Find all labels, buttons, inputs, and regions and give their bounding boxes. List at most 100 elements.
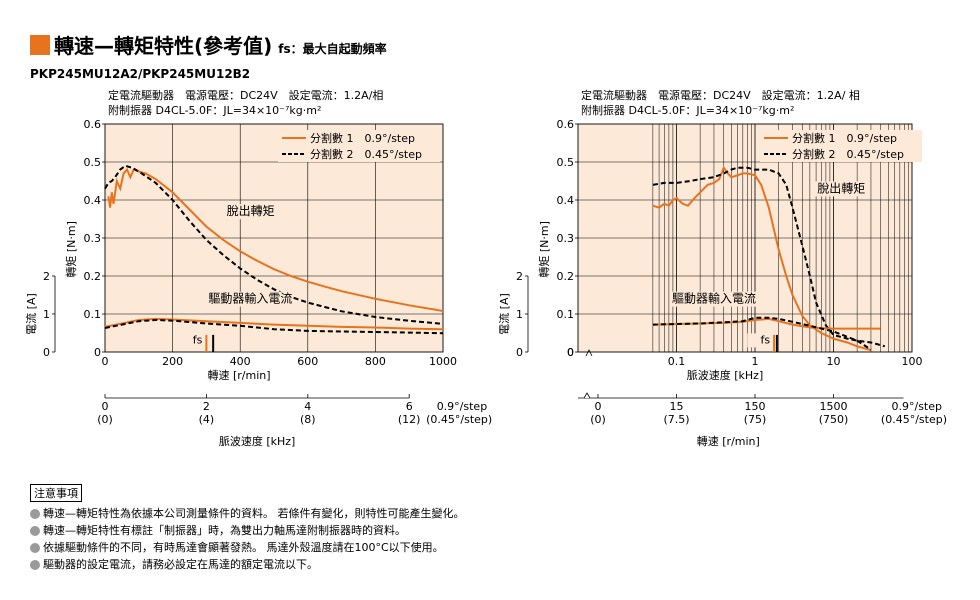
x2-tick-label-alt: (0) — [97, 413, 113, 426]
y-axis-label: 轉矩 [N·m] — [65, 221, 78, 278]
legend-label-series2: 分割數 2 0.45°/step — [792, 147, 904, 161]
y-tick-label: 0.6 — [84, 118, 102, 131]
y-tick-label: 0.5 — [84, 156, 102, 169]
note-item: 轉速—轉矩特性為依據本公司測量條件的資料。 若條件有變化，則特性可能產生變化。 — [30, 505, 465, 522]
note-item: 轉速—轉矩特性有標註「制振器」時，為雙出力軸馬達附制振器時的資料。 — [30, 522, 465, 539]
x-tick-label: 400 — [230, 355, 251, 368]
x-tick-label: 0 — [567, 346, 574, 359]
current-curve-series1 — [652, 317, 881, 330]
x-axis-label: 脈波速度 [kHz] — [687, 368, 764, 382]
x2-tick-label: 15 — [670, 400, 684, 413]
bullet-icon — [30, 508, 40, 519]
y-tick-label: 0.5 — [557, 156, 575, 169]
x2-tick-label: 1500 — [820, 400, 848, 413]
x-tick-label: 800 — [365, 355, 386, 368]
y-tick-label: 0.2 — [557, 270, 575, 283]
x-tick-label: 200 — [162, 355, 183, 368]
y2-axis-label: 電流 [A] — [497, 293, 511, 335]
annotation-pullout-torque: 脫出轉矩 — [227, 203, 275, 218]
y2-tick-label: 0 — [43, 346, 50, 359]
chart-conditions-line1: 定電流驅動器 電源電壓：DC24V 設定電流：1.2A/相 — [108, 88, 383, 102]
bullet-icon — [30, 559, 40, 570]
note-text: 驅動器的設定電流，請務必設定在馬達的額定電流以下。 — [43, 558, 318, 571]
x2-tick-label-alt: (7.5) — [663, 413, 689, 426]
x-tick-label: 10 — [827, 355, 841, 368]
note-item: 驅動器的設定電流，請務必設定在馬達的額定電流以下。 — [30, 556, 465, 573]
y-tick-label: 0.4 — [84, 194, 102, 207]
y2-tick-label: 2 — [43, 270, 50, 283]
y-tick-label: 0 — [567, 346, 574, 359]
x-tick-label: 0.1 — [668, 355, 686, 368]
y-tick-label: 0 — [94, 346, 101, 359]
x2-tick-label-alt: (750) — [819, 413, 849, 426]
legend-label-series1: 分割數 1 0.9°/step — [792, 131, 897, 145]
page-subtitle: fs：最大自起動頻率 — [278, 42, 387, 56]
note-text: 轉速—轉矩特性為依據本公司測量條件的資料。 若條件有變化，則特性可能產生變化。 — [43, 507, 465, 520]
legend-label-series1: 分割數 1 0.9°/step — [310, 131, 415, 145]
y2-tick-label: 1 — [43, 308, 50, 321]
x2-unit-label: 0.9°/step — [437, 400, 488, 413]
annotation-driver-current-bg — [672, 291, 756, 307]
chart-conditions-line1: 定電流驅動器 電源電壓：DC24V 設定電流：1.2A/ 相 — [581, 88, 860, 102]
note-item: 依據驅動條件的不同，有時馬達會顯著發熱。 馬達外殼溫度請在100°C以下使用。 — [30, 539, 465, 556]
x2-tick-label: 4 — [304, 400, 311, 413]
x2-tick-label-alt: (0) — [590, 413, 606, 426]
torque-curve-series1 — [107, 167, 444, 312]
x-tick-label: 1000 — [429, 355, 457, 368]
legend-background — [278, 130, 440, 162]
x2-tick-label: 0 — [102, 400, 109, 413]
y-tick-label: 0.3 — [84, 232, 102, 245]
y-tick-label: 0.6 — [557, 118, 575, 131]
chart-conditions-line2: 附制振器 D4CL-5.0F：JL=34×10⁻⁷kg·m² — [581, 103, 794, 117]
bullet-icon — [30, 542, 40, 553]
current-curve-series2 — [104, 318, 444, 335]
current-curve-series1 — [104, 317, 444, 331]
model-number: PKP245MU12A2/PKP245MU12B2 — [30, 67, 251, 81]
note-text: 轉速—轉矩特性有標註「制振器」時，為雙出力軸馬達附制振器時的資料。 — [43, 524, 406, 537]
page-title: 轉速—轉矩特性(參考值) — [54, 34, 273, 58]
x2-tick-label: 150 — [745, 400, 766, 413]
torque-curve-series2 — [652, 166, 886, 348]
y2-axis-label: 電流 [A] — [24, 293, 38, 335]
x-tick-label: 0 — [102, 355, 109, 368]
note-text: 依據驅動條件的不同，有時馬達會顯著發熱。 馬達外殼溫度請在100°C以下使用。 — [43, 541, 444, 554]
x2-tick-label: 6 — [406, 400, 413, 413]
bullet-icon — [30, 525, 40, 536]
y2-tick-label: 1 — [516, 308, 523, 321]
x2-axis-label: 轉速 [r/min] — [697, 435, 760, 448]
x2-axis-label: 脈波速度 [kHz] — [219, 434, 296, 448]
title-square-icon — [30, 35, 50, 55]
y-tick-label: 0.2 — [84, 270, 102, 283]
x-tick-label: 600 — [297, 355, 318, 368]
fs-label: fs — [760, 333, 770, 346]
x2-unit-label-alt: (0.45°/step) — [426, 413, 492, 426]
y-tick-label: 0.3 — [557, 232, 575, 245]
y-tick-label: 0.1 — [557, 308, 575, 321]
x2-unit-label: 0.9°/step — [892, 400, 943, 413]
annotation-driver-current: 驅動器輸入電流 — [672, 291, 756, 306]
annotation-pullout-torque-bg — [815, 181, 865, 197]
header: 轉速—轉矩特性(參考值) fs：最大自起動頻率 — [30, 30, 387, 59]
y-tick-label: 0.1 — [84, 308, 102, 321]
fs-label: fs — [193, 333, 203, 346]
notes-title: 注意事項 — [30, 484, 82, 502]
current-curve-series2 — [652, 316, 872, 351]
y-axis-label: 轉矩 [N·m] — [538, 221, 551, 278]
x-tick-label: 100 — [902, 355, 923, 368]
x2-tick-label-alt: (4) — [199, 413, 215, 426]
x2-tick-label-alt: (75) — [744, 413, 767, 426]
fs-label-bg — [179, 333, 205, 348]
x2-tick-label-alt: (12) — [398, 413, 421, 426]
y2-tick-label: 2 — [516, 270, 523, 283]
legend-background — [760, 130, 922, 162]
x2-tick-label: 0 — [595, 400, 602, 413]
x2-tick-label-alt: (8) — [300, 413, 316, 426]
x2-unit-label-alt: (0.45°/step) — [881, 413, 947, 426]
legend-label-series2: 分割數 2 0.45°/step — [310, 147, 422, 161]
torque-curve-series2 — [104, 164, 444, 325]
annotation-driver-current: 驅動器輸入電流 — [208, 291, 292, 306]
chart-conditions-line2: 附制振器 D4CL-5.0F：JL=34×10⁻⁷kg·m² — [108, 103, 321, 117]
y-tick-label: 0.4 — [557, 194, 575, 207]
torque-curve-series1 — [652, 165, 872, 352]
